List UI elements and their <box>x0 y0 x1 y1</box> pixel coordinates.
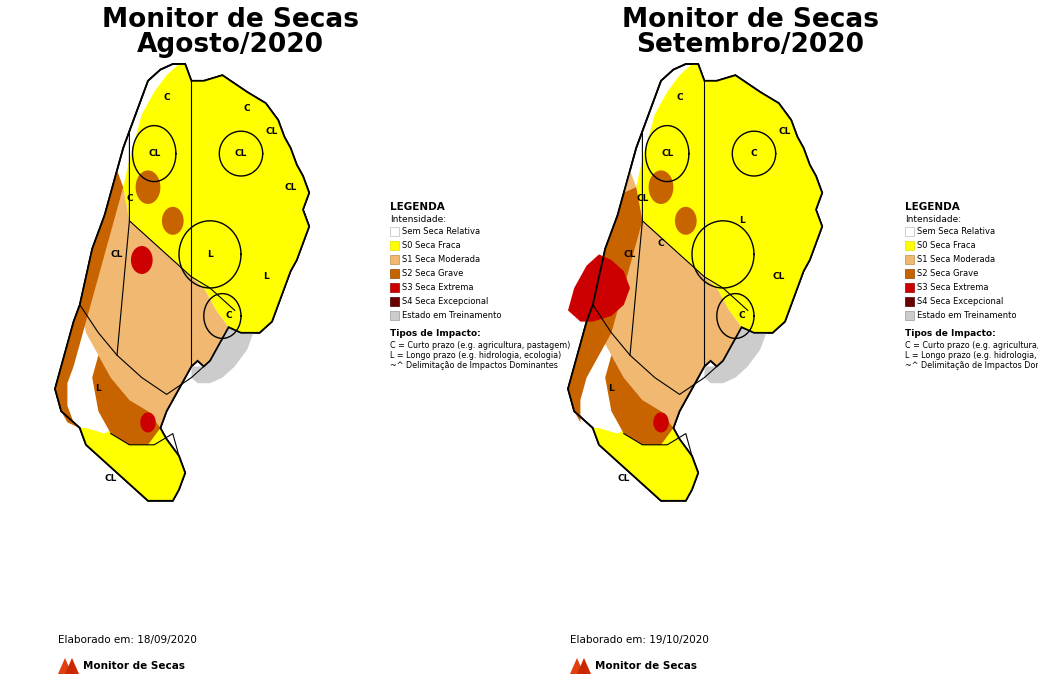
Text: Monitor de Secas: Monitor de Secas <box>622 7 878 33</box>
Text: Agosto/2020: Agosto/2020 <box>137 32 324 58</box>
Text: S3 Seca Extrema: S3 Seca Extrema <box>917 283 988 292</box>
Text: S0 Seca Fraca: S0 Seca Fraca <box>917 241 976 250</box>
Text: CL: CL <box>636 194 649 203</box>
Text: L: L <box>739 217 744 226</box>
Polygon shape <box>568 64 822 501</box>
Polygon shape <box>162 207 184 235</box>
Text: L = Longo prazo (e.g. hidrologia, ecologia): L = Longo prazo (e.g. hidrologia, ecolog… <box>905 351 1038 360</box>
Polygon shape <box>593 400 699 501</box>
Text: C: C <box>738 311 745 320</box>
Text: Monitor de Secas: Monitor de Secas <box>83 661 185 671</box>
Text: S2 Seca Grave: S2 Seca Grave <box>917 269 979 278</box>
Polygon shape <box>570 658 584 674</box>
Text: CL: CL <box>772 272 785 282</box>
Text: C: C <box>163 93 170 102</box>
Polygon shape <box>80 170 228 428</box>
Polygon shape <box>131 246 153 274</box>
Text: L: L <box>263 272 269 282</box>
Text: ~^ Delimitação de Impactos Dominantes: ~^ Delimitação de Impactos Dominantes <box>905 361 1038 370</box>
Text: C: C <box>225 311 231 320</box>
Text: S3 Seca Extrema: S3 Seca Extrema <box>402 283 473 292</box>
Text: Sem Seca Relativa: Sem Seca Relativa <box>917 227 995 236</box>
Text: L: L <box>608 384 614 393</box>
Bar <box>390 241 399 250</box>
Text: S2 Seca Grave: S2 Seca Grave <box>402 269 463 278</box>
Polygon shape <box>55 170 124 428</box>
Text: Monitor de Secas: Monitor de Secas <box>102 7 358 33</box>
Text: Tipos de Impacto:: Tipos de Impacto: <box>905 329 995 338</box>
Text: S0 Seca Fraca: S0 Seca Fraca <box>402 241 461 250</box>
Text: Elaborado em: 19/10/2020: Elaborado em: 19/10/2020 <box>570 635 709 645</box>
Text: CL: CL <box>235 149 247 158</box>
Polygon shape <box>675 207 696 235</box>
Text: Tipos de Impacto:: Tipos de Impacto: <box>390 329 481 338</box>
Bar <box>390 283 399 292</box>
Text: CL: CL <box>148 149 161 158</box>
Polygon shape <box>705 327 766 383</box>
Text: Estado em Treinamento: Estado em Treinamento <box>917 311 1016 320</box>
Text: Monitor de Secas: Monitor de Secas <box>595 661 696 671</box>
Polygon shape <box>568 255 630 322</box>
Bar <box>390 227 399 236</box>
Polygon shape <box>577 658 591 674</box>
Bar <box>905 311 914 320</box>
Text: C: C <box>244 104 250 113</box>
Text: LEGENDA: LEGENDA <box>905 202 960 212</box>
Text: S1 Seca Moderada: S1 Seca Moderada <box>402 255 481 264</box>
Bar <box>390 311 399 320</box>
Polygon shape <box>605 355 674 445</box>
Text: C = Curto prazo (e.g. agricultura, pastagem): C = Curto prazo (e.g. agricultura, pasta… <box>905 341 1038 350</box>
Polygon shape <box>92 355 161 445</box>
Text: CL: CL <box>111 250 124 259</box>
Text: LEGENDA: LEGENDA <box>390 202 444 212</box>
Text: Intensidade:: Intensidade: <box>905 215 961 224</box>
Text: CL: CL <box>618 474 630 483</box>
Bar <box>390 255 399 264</box>
Polygon shape <box>191 327 253 383</box>
Bar <box>390 269 399 278</box>
Text: CL: CL <box>284 183 297 192</box>
Text: S4 Seca Excepcional: S4 Seca Excepcional <box>917 297 1004 306</box>
Text: Setembro/2020: Setembro/2020 <box>636 32 864 58</box>
Polygon shape <box>653 412 668 432</box>
Text: C: C <box>677 93 683 102</box>
Polygon shape <box>649 170 674 204</box>
Text: CL: CL <box>778 127 791 136</box>
Text: CL: CL <box>266 127 278 136</box>
Bar <box>905 297 914 306</box>
Text: C: C <box>750 149 758 158</box>
Text: C = Curto prazo (e.g. agricultura, pastagem): C = Curto prazo (e.g. agricultura, pasta… <box>390 341 570 350</box>
Text: L = Longo prazo (e.g. hidrologia, ecologia): L = Longo prazo (e.g. hidrologia, ecolog… <box>390 351 562 360</box>
Bar <box>905 255 914 264</box>
Polygon shape <box>136 170 161 204</box>
Text: ~^ Delimitação de Impactos Dominantes: ~^ Delimitação de Impactos Dominantes <box>390 361 557 370</box>
Polygon shape <box>636 64 822 333</box>
Polygon shape <box>568 188 643 428</box>
Polygon shape <box>58 658 72 674</box>
Polygon shape <box>55 64 309 501</box>
Bar <box>905 241 914 250</box>
Polygon shape <box>124 64 309 333</box>
Polygon shape <box>65 658 79 674</box>
Text: Elaborado em: 18/09/2020: Elaborado em: 18/09/2020 <box>58 635 197 645</box>
Text: S1 Seca Moderada: S1 Seca Moderada <box>917 255 995 264</box>
Text: C: C <box>658 239 664 248</box>
Text: CL: CL <box>661 149 674 158</box>
Bar <box>905 269 914 278</box>
Bar <box>390 297 399 306</box>
Polygon shape <box>140 412 156 432</box>
Text: L: L <box>208 250 213 259</box>
Text: Sem Seca Relativa: Sem Seca Relativa <box>402 227 481 236</box>
Bar <box>905 283 914 292</box>
Polygon shape <box>80 400 185 501</box>
Text: Estado em Treinamento: Estado em Treinamento <box>402 311 501 320</box>
Text: C: C <box>126 194 133 203</box>
Text: CL: CL <box>624 250 636 259</box>
Polygon shape <box>593 170 741 428</box>
Text: CL: CL <box>105 474 117 483</box>
Bar <box>905 227 914 236</box>
Text: Intensidade:: Intensidade: <box>390 215 446 224</box>
Text: L: L <box>95 384 102 393</box>
Text: S4 Seca Excepcional: S4 Seca Excepcional <box>402 297 488 306</box>
